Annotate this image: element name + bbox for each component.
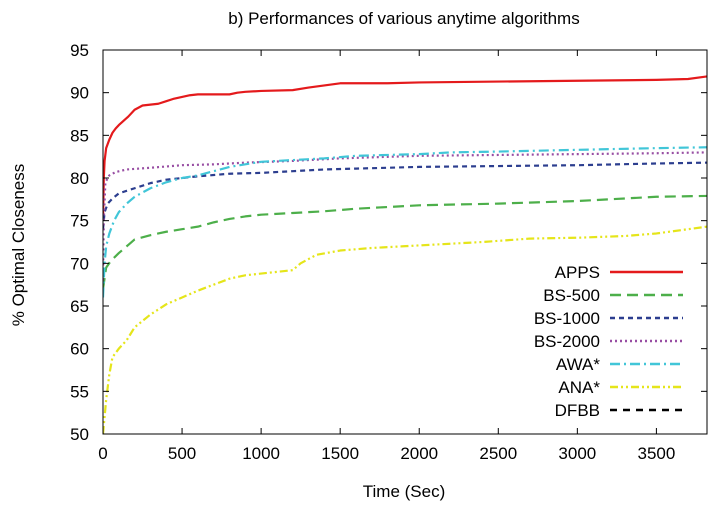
y-tick-label: 90 <box>70 84 89 103</box>
x-tick-label: 3000 <box>558 444 596 463</box>
y-tick-label: 85 <box>70 126 89 145</box>
legend-label-bs-1000: BS-1000 <box>534 309 600 328</box>
x-axis-label: Time (Sec) <box>363 482 446 501</box>
x-tick-label: 1000 <box>242 444 280 463</box>
axis-layer: 0 500 1000 1500 2000 2500 3000 3500 50 55 60 65 70 75… <box>70 41 708 463</box>
y-axis-label: % Optimal Closeness <box>9 164 28 327</box>
legend-label-ana: ANA* <box>558 378 600 397</box>
legend-label-bs-2000: BS-2000 <box>534 332 600 351</box>
x-tick-label: 1500 <box>321 444 359 463</box>
legend-label-bs-500: BS-500 <box>543 286 600 305</box>
chart-title: b) Performances of various anytime algor… <box>228 9 579 28</box>
legend-label-dfbb: DFBB <box>555 401 600 420</box>
x-tick-label: 2500 <box>479 444 517 463</box>
x-tick-label: 0 <box>98 444 107 463</box>
series-line-bs-1000 <box>103 161 707 230</box>
y-tick-label: 55 <box>70 382 89 401</box>
x-tick-label: 2000 <box>400 444 438 463</box>
series-line-apps <box>103 75 707 221</box>
y-tick-label: 70 <box>70 254 89 273</box>
legend-label-awa: AWA* <box>556 355 600 374</box>
series-layer <box>103 75 707 434</box>
y-tick-label: 50 <box>70 425 89 444</box>
y-tick-label: 65 <box>70 297 89 316</box>
x-tick-label: 3500 <box>637 444 675 463</box>
legend-label-apps: APPS <box>555 263 600 282</box>
series-line-ana <box>103 225 707 434</box>
y-tick-label: 95 <box>70 41 89 60</box>
y-tick-label: 75 <box>70 212 89 231</box>
series-line-bs-2000 <box>103 151 707 281</box>
x-tick-label: 500 <box>168 444 196 463</box>
plot-frame <box>102 49 708 435</box>
y-tick-label: 80 <box>70 169 89 188</box>
y-tick-label: 60 <box>70 340 89 359</box>
series-line-awa <box>103 146 707 298</box>
legend: APPS BS-500 BS-1000 BS-2000 AWA* ANA* DFBB <box>534 263 683 420</box>
